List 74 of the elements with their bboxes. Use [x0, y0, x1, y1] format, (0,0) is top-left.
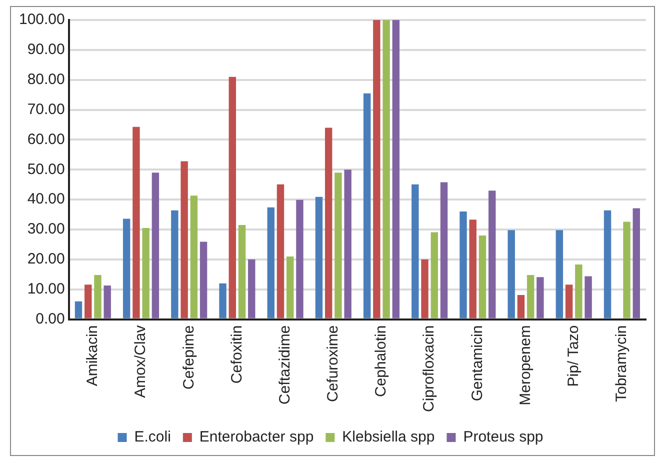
x-tick-label: Ciprofloxacin	[420, 325, 438, 412]
bar	[296, 200, 304, 318]
bar	[324, 128, 332, 318]
bar	[104, 285, 111, 318]
bar	[84, 284, 92, 318]
bar	[171, 210, 178, 318]
bar	[556, 230, 564, 318]
y-tick-label: 10.00	[27, 280, 65, 298]
y-tick-label: 50.00	[27, 160, 65, 178]
bar	[604, 210, 612, 318]
bar	[334, 172, 342, 318]
legend-label: E.coli	[134, 428, 171, 446]
bar	[469, 220, 476, 318]
y-tick-label: 70.00	[27, 100, 65, 118]
bar	[623, 222, 630, 318]
x-tick-label: Cephalotin	[372, 325, 390, 398]
bar	[632, 208, 640, 318]
x-tick-label: Cefepime	[180, 325, 198, 390]
bar	[382, 20, 390, 318]
bar	[575, 264, 582, 318]
y-tick-label: 40.00	[27, 190, 65, 208]
bar	[267, 207, 274, 318]
bar	[344, 170, 352, 318]
y-tick-label: 80.00	[27, 71, 65, 88]
legend-label: Proteus spp	[463, 428, 544, 446]
y-tick-label: 90.00	[27, 41, 65, 58]
bar	[200, 242, 208, 318]
bar	[440, 182, 448, 318]
legend-label: Klebsiella spp	[342, 428, 435, 446]
bar	[248, 259, 256, 318]
bar	[363, 93, 371, 318]
bar	[238, 225, 246, 318]
x-tick-label: Pip/ Tazo	[565, 325, 582, 387]
x-tick-label: Amikacin	[84, 325, 102, 386]
x-tick-label: Meropenem	[516, 325, 534, 406]
bar	[478, 235, 486, 318]
bar	[488, 190, 496, 318]
x-tick-label: Cefoxitin	[228, 325, 246, 384]
bar	[536, 277, 544, 318]
bar	[392, 20, 400, 318]
x-tick-label: Tobramycin	[613, 325, 630, 402]
bar	[421, 259, 428, 318]
y-tick-label: 20.00	[27, 250, 65, 268]
bar	[460, 212, 467, 318]
x-tick-label: Gentamicin	[468, 325, 486, 402]
bar	[132, 126, 140, 318]
bar	[190, 196, 198, 318]
bar	[315, 196, 323, 318]
bar	[152, 172, 160, 318]
bar	[526, 275, 534, 318]
bar	[228, 76, 236, 318]
x-tick-label: Amox/Clav	[132, 324, 150, 398]
bar	[122, 218, 130, 318]
bar	[219, 283, 226, 318]
x-tick-label: Ceftazidime	[276, 325, 294, 404]
bar	[276, 184, 284, 318]
bar	[74, 301, 82, 318]
y-tick-label: 60.00	[27, 130, 65, 148]
bar	[517, 295, 525, 318]
bar	[584, 276, 592, 318]
bar	[565, 284, 573, 318]
bar	[373, 20, 380, 318]
bar	[286, 256, 294, 318]
y-tick-label: 30.00	[27, 220, 65, 238]
bar	[508, 230, 515, 318]
y-tick-label: 100.00	[18, 11, 65, 28]
bar	[412, 184, 419, 318]
y-tick-label: 0.00	[36, 310, 65, 328]
legend-label: Enterobacter spp	[199, 428, 314, 446]
bar	[430, 232, 438, 318]
bar	[94, 275, 102, 318]
bar	[180, 161, 188, 318]
bar	[142, 228, 150, 318]
x-tick-label: Cefuroxime	[324, 325, 342, 402]
